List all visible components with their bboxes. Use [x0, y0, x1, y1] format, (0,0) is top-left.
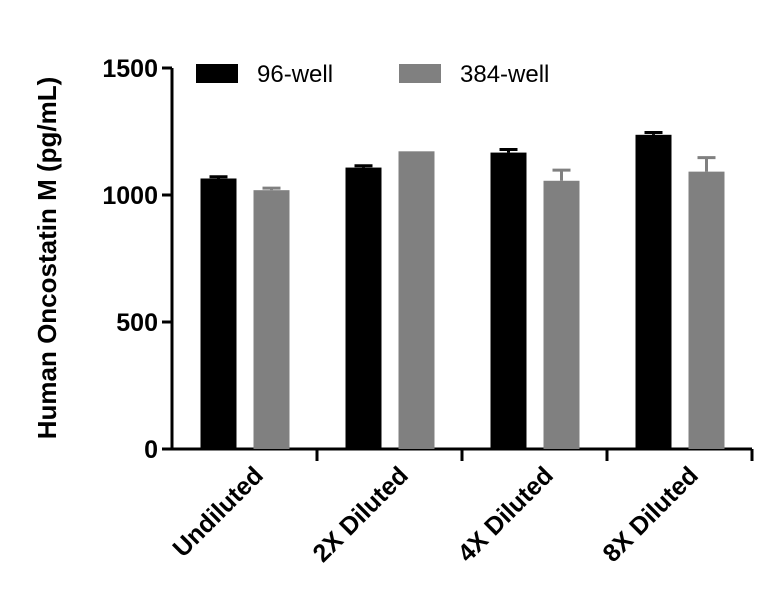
- y-tick-label: 1500: [102, 55, 158, 83]
- x-tick-label: 2X Diluted: [307, 461, 413, 567]
- legend-label: 384-well: [460, 61, 549, 88]
- y-tick-label: 1000: [102, 182, 158, 210]
- bar-96-well: [490, 152, 527, 449]
- bar-384-well: [543, 180, 580, 449]
- bars: [200, 131, 725, 450]
- bar-384-well: [688, 171, 725, 449]
- x-axis: Undiluted 2X Diluted 4X Diluted 8X Diluted: [167, 447, 754, 568]
- bar-96-well: [635, 134, 672, 449]
- x-tick-label: Undiluted: [167, 461, 268, 562]
- x-tick-label: 4X Diluted: [452, 461, 558, 567]
- y-axis-label: Human Oncostatin M (pg/mL): [32, 77, 62, 440]
- y-axis: 0 500 1000 1500: [102, 55, 174, 464]
- bar-384-well: [253, 190, 290, 449]
- legend: 96-well 384-well: [196, 61, 549, 88]
- bar-384-well: [398, 151, 435, 449]
- bar-96-well: [345, 167, 382, 449]
- y-tick-label: 0: [144, 436, 158, 464]
- legend-swatch: [399, 64, 441, 83]
- bar-96-well: [200, 178, 237, 450]
- legend-label: 96-well: [257, 61, 333, 88]
- legend-swatch: [196, 64, 238, 83]
- x-tick-label: 8X Diluted: [597, 461, 703, 567]
- y-tick-label: 500: [116, 309, 158, 337]
